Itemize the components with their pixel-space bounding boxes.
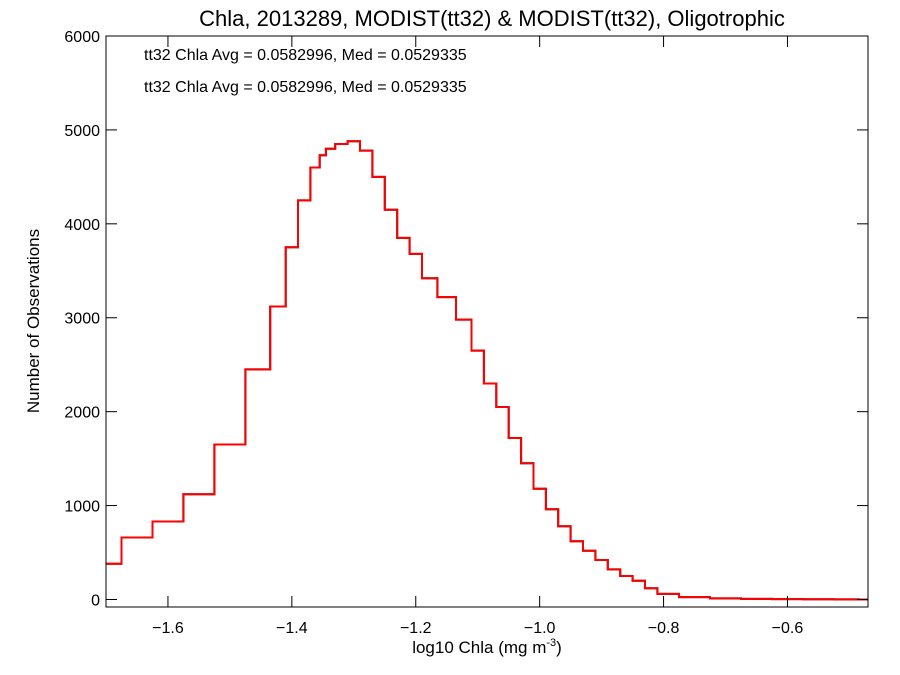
x-axis-label: log10 Chla (mg m-3): [412, 637, 562, 657]
y-tick-label: 4000: [64, 217, 100, 234]
series-line-1: [106, 140, 868, 601]
series-layer: [106, 140, 868, 601]
x-tick-label: −1.0: [524, 620, 556, 637]
x-tick-label: −1.6: [152, 620, 184, 637]
y-tick-label: 1000: [64, 499, 100, 516]
y-tick-label: 3000: [64, 311, 100, 328]
plot-frame: [105, 35, 869, 608]
annotation-black: tt32 Chla Avg = 0.0582996, Med = 0.05293…: [144, 47, 467, 64]
y-axis: 0 1000 2000 3000 4000 5000 6000: [64, 29, 868, 609]
x-axis-label-tail: ): [556, 638, 562, 657]
y-tick-label: 2000: [64, 405, 100, 422]
y-axis-label: Number of Observations: [24, 229, 43, 413]
annotation-red: tt32 Chla Avg = 0.0582996, Med = 0.05293…: [144, 79, 467, 96]
x-axis-label-superscript: -3: [546, 637, 556, 649]
y-tick-label: 5000: [64, 123, 100, 140]
x-axis: −1.6 −1.4 −1.2 −1.0 −0.8 −0.6: [152, 36, 803, 637]
x-tick-label: −0.6: [772, 620, 804, 637]
y-tick-label: 6000: [64, 29, 100, 46]
x-tick-label: −1.2: [400, 620, 432, 637]
chart-title: Chla, 2013289, MODIST(tt32) & MODIST(tt3…: [199, 6, 785, 31]
y-tick-label: 0: [91, 592, 100, 609]
x-axis-label-main: log10 Chla (mg m: [412, 638, 546, 657]
series-line-0: [106, 140, 868, 601]
x-tick-label: −1.4: [276, 620, 308, 637]
x-tick-label: −0.8: [648, 620, 680, 637]
